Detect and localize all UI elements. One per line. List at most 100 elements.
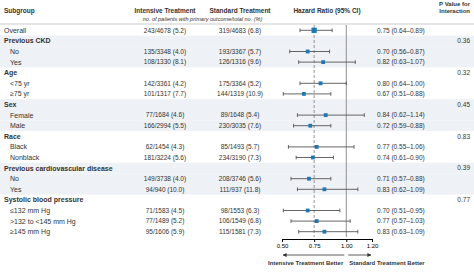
column-value: 243/4678 (5.2) — [144, 27, 186, 35]
ci-cap — [346, 81, 347, 85]
estimate-box — [323, 230, 327, 234]
estimate-box — [323, 187, 327, 191]
header-rule — [0, 24, 474, 25]
column-value: 319/4683 (6.8) — [219, 27, 261, 35]
row-shade — [0, 36, 474, 47]
ci-line — [288, 146, 354, 147]
row-shade — [0, 99, 474, 110]
value-label: 0.77 (0.55–1.06) — [377, 143, 425, 151]
row-label: Overall — [4, 27, 27, 34]
ci-cap — [330, 177, 331, 181]
x-axis: 0.500.751.001.20 — [277, 239, 379, 249]
row-label: Sex — [4, 101, 17, 108]
row-label: No — [10, 48, 19, 55]
ci-cap — [300, 81, 301, 85]
column-value: 71/1583 (4.5) — [146, 207, 185, 215]
reference-line — [346, 25, 347, 237]
column-value: 108/1330 (8.1) — [144, 58, 186, 66]
annotation: Standard Treatment Better — [349, 260, 425, 266]
column-value: 181/3224 (5.6) — [144, 154, 186, 162]
column-value: 95/1606 (5.9) — [146, 228, 185, 236]
estimate-box — [324, 113, 328, 117]
ci-cap — [354, 145, 355, 149]
row-label: Previous cardiovascular disease — [4, 165, 113, 172]
row-label: Systolic blood pressure — [4, 196, 83, 204]
arrow — [283, 255, 344, 256]
estimate-box — [308, 124, 312, 128]
row-shade — [0, 57, 474, 68]
value-label: 0.71 (0.57–0.88) — [377, 175, 425, 183]
ci-cap — [288, 145, 289, 149]
reference-line — [314, 25, 315, 237]
row-shade — [0, 46, 474, 57]
tick-label: 0.75 — [309, 243, 321, 249]
p-value-header: P Value forInteraction — [439, 1, 471, 14]
ci-line — [296, 157, 333, 158]
ci-line — [297, 189, 357, 190]
value-label: 0.74 (0.61–0.90) — [377, 154, 425, 162]
ci-cap — [364, 113, 365, 117]
row-label: Nonblack — [10, 154, 40, 161]
column-value: 193/3367 (5.7) — [219, 48, 261, 56]
row-label: ≥145 mm Hg — [10, 228, 50, 236]
ci-line — [299, 62, 356, 63]
ci-line — [283, 93, 331, 94]
p-value: 0.32 — [457, 69, 470, 76]
column-value: 77/1684 (4.6) — [146, 111, 185, 119]
ci-line — [291, 221, 350, 222]
ci-cap — [333, 156, 334, 160]
subtitle: no. of patients with primary outcome/tot… — [143, 16, 263, 22]
ci-cap — [355, 60, 356, 64]
column-value: 230/3035 (7.6) — [219, 122, 261, 130]
column-value: 106/1549 (6.8) — [219, 217, 261, 225]
tick-mark — [314, 239, 315, 242]
value-label: 0.72 (0.59–0.88) — [377, 122, 425, 130]
value-label: 0.83 (0.63–1.09) — [377, 228, 425, 236]
headers: SubgroupIntensive TreatmentStandard Trea… — [4, 1, 471, 22]
value-label: 0.84 (0.62–1.14) — [377, 111, 425, 119]
ci-cap — [296, 156, 297, 160]
value-label: 0.70 (0.56–0.87) — [377, 48, 425, 56]
tick-label: 1.00 — [341, 243, 353, 249]
ci-cap — [283, 209, 284, 213]
estimate-box — [306, 50, 310, 54]
estimate-box — [306, 209, 310, 213]
row-label: ≤132 mm Hg — [10, 207, 50, 215]
estimate-box — [311, 156, 315, 160]
value-label: 0.80 (0.64–1.00) — [377, 80, 425, 88]
estimate-box — [315, 219, 319, 223]
estimate-box — [307, 177, 311, 181]
ci-cap — [291, 177, 292, 181]
value-label: 0.82 (0.63–1.07) — [377, 58, 425, 66]
column-value: 135/3348 (4.0) — [144, 48, 186, 56]
ci-line — [291, 178, 331, 179]
estimate-box — [319, 81, 323, 85]
column-value: 166/2994 (5.5) — [144, 122, 186, 130]
ci-cap — [297, 113, 298, 117]
column-value: 234/3190 (7.3) — [219, 154, 261, 162]
row-label: No — [10, 175, 19, 182]
column-value: 62/1454 (4.3) — [146, 143, 185, 151]
tick: 0.75 — [309, 239, 321, 249]
p-value: 0.45 — [457, 101, 470, 108]
row-texts: Overall 243/4678 (5.2) 319/4683 (6.8) 0.75 … — [4, 27, 470, 237]
tick-label: 1.20 — [367, 243, 379, 249]
ci-cap — [289, 50, 290, 54]
column-value: 142/3361 (4.2) — [144, 80, 186, 88]
estimate-box — [321, 60, 325, 64]
column-value: 175/3364 (5.2) — [219, 80, 261, 88]
p-value: 0.77 — [457, 196, 470, 203]
ci-cap — [297, 187, 298, 191]
column-header: Intensive Treatment — [134, 7, 196, 14]
value-label: 0.83 (0.62–1.09) — [377, 186, 425, 194]
ci-cap — [283, 92, 284, 96]
tick: 1.00 — [341, 239, 353, 249]
column-value: 111/937 (11.8) — [220, 186, 261, 194]
value-label: 0.75 (0.64–0.89) — [377, 27, 425, 35]
ci-cap — [329, 50, 330, 54]
row-shade — [0, 184, 474, 195]
row-shade — [0, 110, 474, 121]
ci-cap — [330, 92, 331, 96]
value-label: 0.77 (0.57–1.03) — [377, 217, 425, 225]
ci-cap — [291, 219, 292, 223]
